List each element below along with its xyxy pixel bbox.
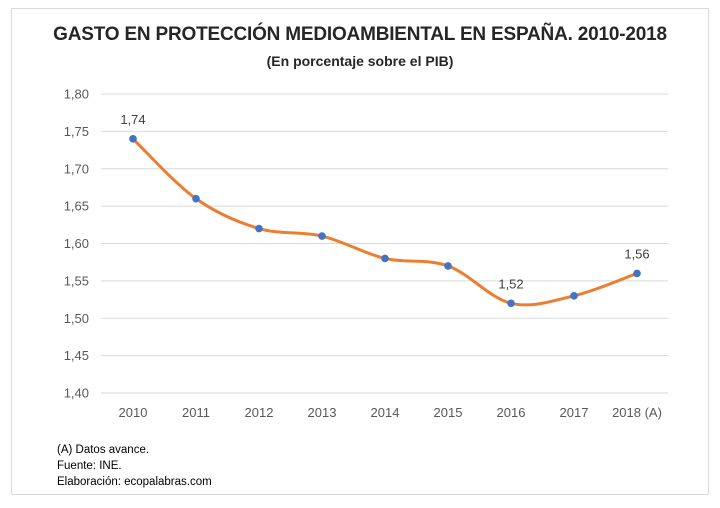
data-point [633,269,641,278]
x-tick-label: 2012 [245,405,274,420]
y-tick-label: 1,55 [64,273,89,288]
chart-subtitle: (En porcentaje sobre el PIB) [266,53,454,69]
data-point [255,224,263,233]
y-tick-label: 1,40 [64,386,89,401]
y-tick-label: 1,50 [64,311,89,326]
chart-title: GASTO EN PROTECCIÓN MEDIOAMBIENTAL EN ES… [53,24,667,45]
y-tick-label: 1,60 [64,236,89,251]
data-label: 1,56 [624,246,649,261]
data-point [192,194,200,203]
data-point [318,232,326,240]
y-tick-label: 1,75 [64,124,89,139]
y-tick-label: 1,65 [64,199,89,214]
y-tick-label: 1,70 [64,161,89,176]
note-advance: (A) Datos avance. [57,444,150,456]
x-tick-label: 2017 [560,405,589,420]
x-tick-label: 2015 [434,405,463,420]
x-tick-label: 2011 [182,405,210,420]
data-label: 1,74 [120,112,145,127]
chart-frame [11,8,709,495]
data-point [507,299,515,308]
x-tick-label: 2018 (A) [612,405,662,420]
series-line [131,137,639,307]
data-point [444,262,452,270]
data-point [129,135,137,143]
footnotes: (A) Datos avance. Fuente: INE. Elaboraci… [57,442,212,490]
x-tick-label: 2010 [119,405,148,420]
x-tick-label: 2014 [371,405,400,420]
note-credit: Elaboración: ecopalabras.com [57,476,212,488]
data-point [381,254,389,263]
x-tick-label: 2013 [308,405,337,420]
note-source: Fuente: INE. [57,460,122,472]
y-tick-label: 1,45 [64,348,89,363]
data-label: 1,52 [498,276,523,291]
x-tick-label: 2016 [497,405,526,420]
data-point [570,292,578,300]
y-tick-label: 1,80 [64,87,89,102]
